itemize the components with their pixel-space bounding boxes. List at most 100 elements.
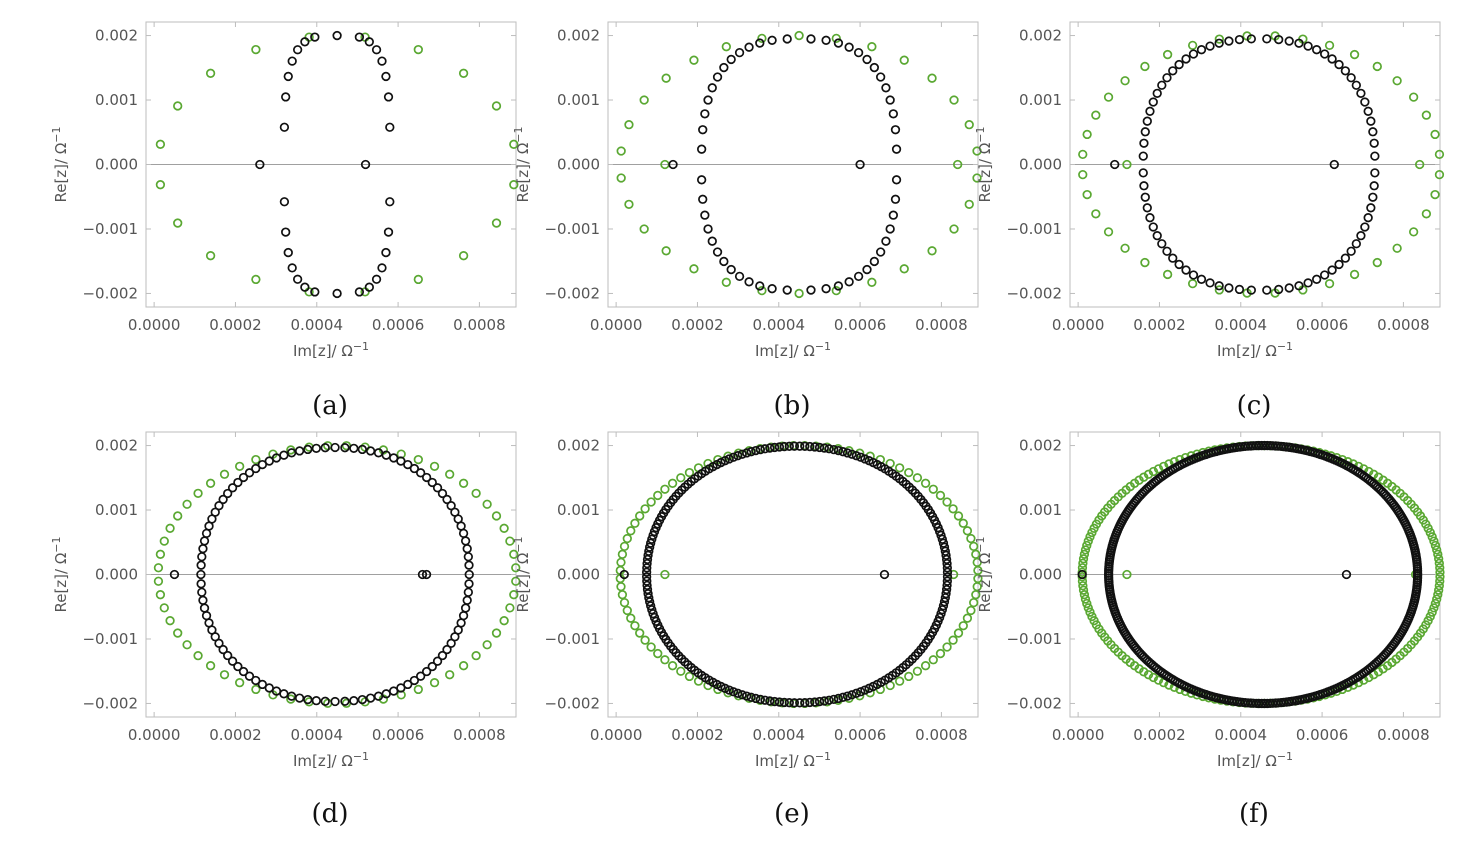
green-point [1122,159,1132,170]
green-point [1079,590,1090,600]
black-point [789,441,800,451]
black-point [942,563,952,573]
black-point [383,92,394,102]
green-point [1082,598,1092,609]
green-point [949,224,959,234]
black-point [1077,569,1087,580]
black-point [737,690,747,700]
black-point [264,456,274,466]
black-point [1162,73,1172,83]
black-point [829,444,839,455]
black-point [819,696,829,706]
black-point [1369,181,1379,191]
black-point [842,691,853,701]
black-point [885,95,895,105]
black-point [1181,54,1191,64]
black-point [645,597,655,607]
black-point [642,576,652,586]
green-point [899,55,909,65]
black-point [281,92,291,102]
green-point [1087,527,1097,538]
black-point [941,584,952,595]
black-point [829,694,839,705]
green-point [1085,607,1095,617]
black-point [890,194,901,204]
x-tick-label: 0.0002 [1133,316,1186,334]
black-point [833,445,844,456]
black-point [842,448,853,458]
green-point [1120,76,1130,86]
black-point [746,692,756,702]
black-point [381,247,391,258]
black-point [279,197,290,207]
black-point [853,47,864,58]
black-point [847,449,857,459]
black-point [769,696,780,707]
black-point [1140,192,1150,202]
green-point [1214,285,1224,295]
x-tick-label: 0.0008 [1377,316,1430,334]
x-tick-label: 0.0006 [372,316,425,334]
black-point [233,661,243,672]
black-point [403,679,413,690]
green-point [920,661,931,671]
black-point [642,563,652,573]
black-point [365,693,376,703]
black-point [1341,569,1352,580]
green-point [1324,278,1335,289]
green-point [895,676,905,686]
green-point [616,146,626,156]
green-point [1427,532,1437,542]
black-point [814,442,825,453]
black-point [409,675,420,686]
green-point [1429,536,1439,546]
green-point [661,246,671,256]
green-point [173,628,183,638]
green-point [1078,169,1088,180]
black-point [1138,151,1148,161]
green-point [646,642,656,652]
black-point [733,688,743,698]
black-point [432,483,443,493]
y-tick-label: −0.002 [1006,694,1062,712]
green-point [1153,464,1164,474]
black-point [201,528,212,539]
black-point [755,694,766,705]
black-point [719,62,729,73]
black-point [458,610,469,621]
black-point [806,34,816,44]
black-point [1334,259,1344,270]
green-point [153,563,164,573]
green-point [626,526,636,536]
y-tick-label: 0.001 [95,91,138,109]
black-point [417,569,428,580]
black-point [320,443,330,453]
black-point [890,125,901,135]
green-point [429,461,440,472]
black-point [734,271,745,282]
y-tick-label: 0.002 [95,437,138,455]
black-point [824,444,834,454]
black-point [891,144,902,154]
green-point [155,180,166,190]
green-point [509,549,519,559]
black-point [1148,97,1158,107]
green-point [1349,269,1360,280]
black-point [1168,66,1178,76]
black-point [287,263,297,273]
black-point [223,488,233,499]
y-tick-label: 0.001 [95,501,138,519]
black-point [833,38,844,48]
y-tick-label: −0.002 [82,284,138,302]
x-tick-label: 0.0000 [1052,316,1105,334]
y-tick-label: 0.001 [557,501,600,519]
black-point [1196,274,1207,284]
green-point [1153,675,1164,685]
green-point [660,655,670,665]
black-point [824,695,834,705]
green-point [904,467,914,478]
black-point [784,698,794,708]
black-point [294,693,305,703]
black-point [1356,88,1366,98]
green-point [689,55,699,65]
